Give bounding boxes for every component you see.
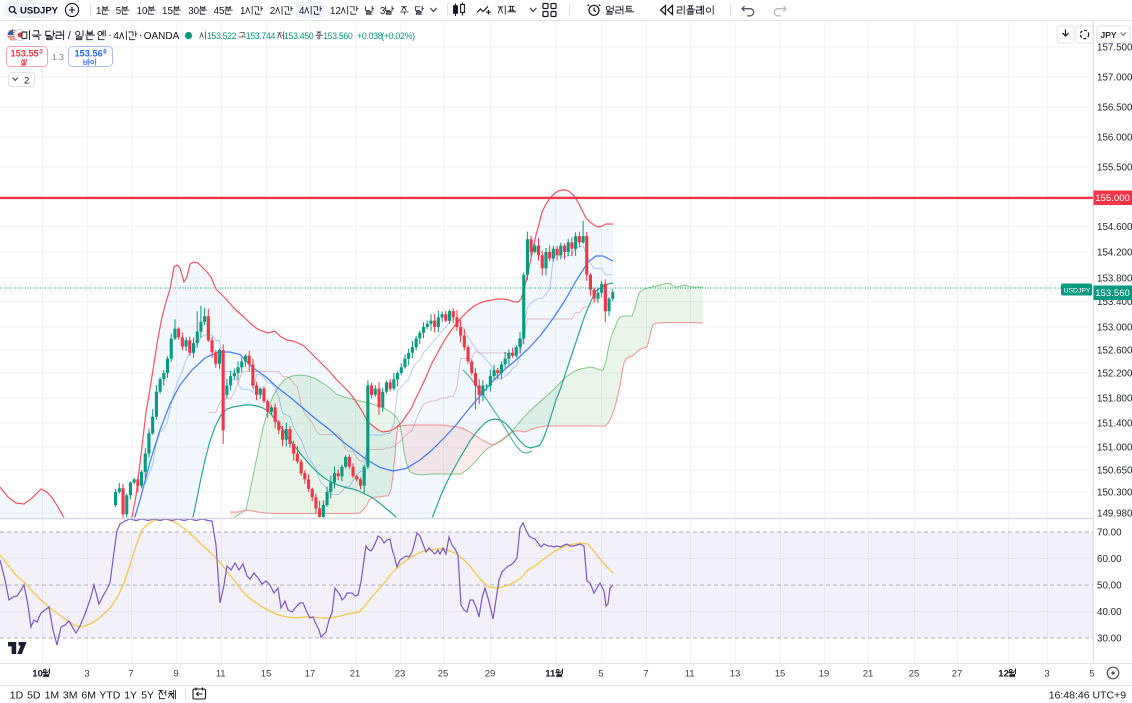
svg-text:YTD: YTD — [99, 690, 120, 702]
svg-text:12: 12 — [330, 6, 341, 17]
svg-text:153.744: 153.744 — [246, 31, 276, 41]
svg-text:7: 7 — [643, 669, 648, 680]
svg-text:3M: 3M — [63, 690, 78, 702]
svg-text:156.000: 156.000 — [1097, 132, 1132, 143]
svg-text:151.400: 151.400 — [1097, 418, 1132, 429]
svg-text:21: 21 — [350, 669, 361, 680]
svg-text:15: 15 — [162, 6, 173, 17]
svg-text:153.800: 153.800 — [1097, 273, 1132, 284]
svg-text:16:48:46 UTC+9: 16:48:46 UTC+9 — [1049, 690, 1127, 702]
svg-text:15: 15 — [261, 669, 272, 680]
svg-text:30: 30 — [188, 6, 199, 17]
svg-text:3: 3 — [39, 48, 43, 55]
svg-text:5: 5 — [1089, 669, 1094, 680]
svg-text:154.600: 154.600 — [1097, 222, 1132, 233]
svg-text:3: 3 — [1044, 669, 1049, 680]
svg-text:3: 3 — [84, 669, 89, 680]
svg-text:USDJPY: USDJPY — [20, 6, 59, 17]
svg-text:/: / — [68, 30, 72, 42]
svg-text:153.560: 153.560 — [323, 31, 353, 41]
svg-text:·: · — [139, 30, 143, 42]
svg-text:153.56: 153.56 — [75, 48, 103, 58]
svg-text:25: 25 — [909, 669, 920, 680]
svg-text:70.00: 70.00 — [1097, 527, 1122, 538]
svg-text:25: 25 — [438, 669, 449, 680]
svg-text:11: 11 — [685, 669, 695, 680]
svg-text:5Y: 5Y — [141, 690, 154, 702]
svg-text:OANDA: OANDA — [144, 31, 180, 42]
svg-text:2: 2 — [270, 6, 275, 17]
svg-text:153.450: 153.450 — [284, 31, 314, 41]
svg-text:151.000: 151.000 — [1097, 442, 1132, 453]
svg-text:153.522: 153.522 — [207, 31, 237, 41]
svg-text:(+0.02%): (+0.02%) — [381, 31, 415, 41]
svg-text:1.3: 1.3 — [52, 52, 64, 62]
svg-text:2: 2 — [24, 76, 29, 87]
svg-text:23: 23 — [395, 669, 406, 680]
svg-text:19: 19 — [819, 669, 830, 680]
svg-text:11: 11 — [216, 669, 226, 680]
svg-text:60.00: 60.00 — [1097, 554, 1122, 565]
svg-text:149.980: 149.980 — [1097, 508, 1132, 519]
svg-text:5: 5 — [598, 669, 603, 680]
svg-text:151.800: 151.800 — [1097, 393, 1132, 404]
svg-text:157.500: 157.500 — [1097, 42, 1132, 53]
svg-text:10: 10 — [137, 6, 148, 17]
svg-text:45: 45 — [214, 6, 225, 17]
svg-text:1Y: 1Y — [124, 690, 137, 702]
svg-text:5: 5 — [116, 6, 122, 17]
svg-text:153.55: 153.55 — [11, 48, 39, 58]
svg-text:150.300: 150.300 — [1097, 487, 1132, 498]
svg-text:7: 7 — [128, 669, 133, 680]
svg-text:9: 9 — [173, 669, 178, 680]
svg-text:30.00: 30.00 — [1097, 633, 1122, 644]
svg-text:21: 21 — [863, 669, 874, 680]
svg-text:152.600: 152.600 — [1097, 345, 1132, 356]
svg-text:153.000: 153.000 — [1097, 322, 1132, 333]
svg-text:1: 1 — [240, 6, 245, 17]
svg-text:156.500: 156.500 — [1097, 102, 1132, 113]
svg-text:JPY: JPY — [1101, 30, 1117, 40]
svg-text:15: 15 — [775, 669, 786, 680]
svg-text:10: 10 — [32, 669, 43, 680]
svg-text:152.200: 152.200 — [1097, 368, 1132, 379]
svg-text:1: 1 — [96, 6, 101, 17]
svg-text:40.00: 40.00 — [1097, 607, 1122, 618]
svg-text:6M: 6M — [81, 690, 96, 702]
svg-text:29: 29 — [485, 669, 496, 680]
svg-text:+0.038: +0.038 — [357, 31, 383, 41]
svg-text:1M: 1M — [45, 690, 60, 702]
svg-text:155.500: 155.500 — [1097, 162, 1132, 173]
svg-text:155.000: 155.000 — [1095, 193, 1130, 204]
svg-text:153.560: 153.560 — [1095, 288, 1130, 299]
svg-text:4: 4 — [299, 6, 305, 17]
svg-text:3: 3 — [380, 6, 386, 17]
svg-text:6: 6 — [103, 48, 107, 55]
svg-text:150.650: 150.650 — [1097, 465, 1132, 476]
svg-text:153.400: 153.400 — [1097, 297, 1132, 308]
svg-text:11: 11 — [545, 669, 556, 680]
svg-text:·: · — [108, 30, 112, 42]
svg-text:5D: 5D — [27, 690, 41, 702]
svg-text:13: 13 — [730, 669, 741, 680]
svg-text:12: 12 — [998, 669, 1009, 680]
svg-text:4: 4 — [113, 31, 119, 42]
svg-text:USDJPY: USDJPY — [1064, 287, 1091, 294]
svg-text:157.000: 157.000 — [1097, 72, 1132, 83]
svg-text:27: 27 — [952, 669, 963, 680]
svg-text:1D: 1D — [10, 690, 24, 702]
svg-text:17: 17 — [305, 669, 316, 680]
svg-text:50.00: 50.00 — [1097, 580, 1122, 591]
svg-text:154.200: 154.200 — [1097, 247, 1132, 258]
